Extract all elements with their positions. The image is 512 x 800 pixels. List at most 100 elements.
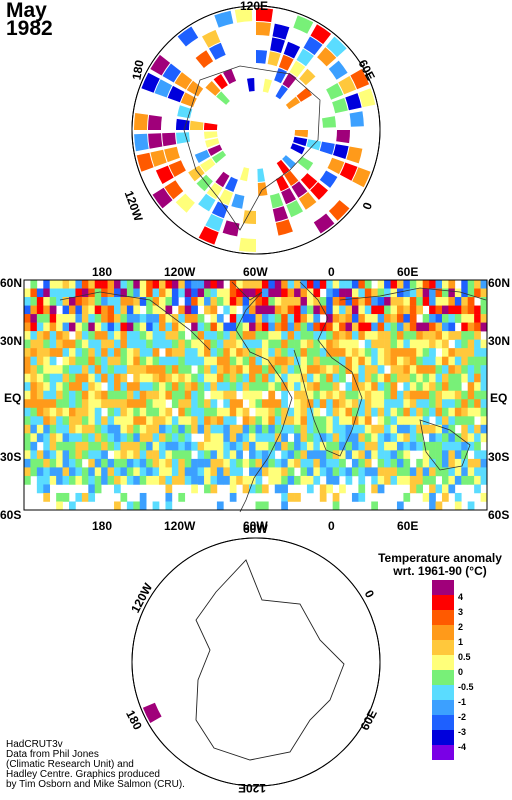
credits-line-2: Data from Phil Jones	[6, 749, 99, 760]
global-grid-cell	[306, 399, 314, 409]
global-grid-cell	[390, 475, 398, 485]
global-grid-cell	[49, 390, 57, 400]
global-grid-cell	[306, 441, 314, 451]
global-grid-cell	[300, 280, 308, 289]
global-grid-cell	[69, 399, 76, 409]
global-grid-cell	[339, 331, 346, 340]
global-grid-cell	[165, 288, 173, 298]
global-grid-cell	[326, 390, 333, 400]
global-grid-cell	[358, 433, 366, 443]
global-grid-cell	[133, 314, 141, 323]
global-grid-cell	[184, 280, 192, 289]
global-grid-cell	[236, 407, 243, 417]
global-grid-cell	[24, 407, 31, 417]
global-grid-cell	[345, 288, 353, 298]
global-grid-cell	[358, 382, 366, 392]
global-grid-cell	[274, 314, 282, 323]
global-grid-cell	[120, 356, 128, 366]
global-grid-cell	[133, 441, 141, 451]
global-grid-cell	[249, 297, 256, 306]
global-grid-cell	[422, 475, 430, 485]
global-grid-cell	[474, 407, 481, 417]
global-grid-cell	[416, 441, 423, 451]
global-grid-cell	[467, 390, 475, 400]
global-grid-cell	[88, 407, 96, 417]
north-polar-grid-cell	[206, 182, 223, 200]
global-grid-cell	[133, 297, 141, 306]
global-grid-cell	[351, 288, 359, 298]
global-grid-cell	[319, 424, 327, 434]
global-grid-cell	[268, 424, 276, 434]
global-bottom-label-120w: 120W	[164, 519, 196, 533]
global-grid-cell	[229, 339, 237, 349]
global-grid-cell	[358, 441, 366, 451]
global-grid-cell	[358, 467, 366, 477]
global-grid-cell	[332, 322, 340, 332]
global-grid-cell	[75, 348, 83, 357]
global-grid-cell	[396, 305, 404, 315]
global-grid-cell	[351, 467, 359, 477]
global-grid-cell	[461, 280, 469, 289]
global-grid-cell	[49, 416, 57, 426]
global-grid-cell	[242, 475, 250, 485]
global-grid-cell	[287, 416, 295, 426]
global-grid-cell	[474, 356, 481, 366]
global-grid-cell	[274, 288, 282, 298]
north-polar-grid-cell	[162, 63, 182, 83]
global-grid-cell	[94, 280, 102, 289]
global-grid-cell	[429, 297, 436, 306]
global-grid-cell	[81, 492, 89, 502]
legend-swatch	[432, 640, 454, 655]
global-grid-cell	[204, 305, 211, 315]
north-polar-grid-cell	[174, 72, 193, 90]
global-grid-cell	[229, 424, 237, 434]
global-grid-cell	[216, 348, 224, 357]
global-grid-cell	[454, 339, 462, 349]
global-grid-cell	[139, 458, 147, 468]
global-grid-cell	[81, 322, 89, 332]
global-grid-cell	[448, 407, 456, 417]
global-grid-cell	[474, 305, 481, 315]
global-grid-cell	[403, 492, 411, 502]
global-grid-cell	[345, 280, 353, 289]
north-polar-grid-cell	[317, 47, 337, 67]
global-grid-cell	[326, 305, 333, 315]
global-grid-cell	[107, 314, 115, 323]
global-grid-cell	[75, 492, 83, 502]
global-grid-cell	[467, 467, 475, 477]
global-grid-cell	[416, 467, 423, 477]
global-grid-cell	[339, 424, 346, 434]
global-grid-cell	[268, 407, 276, 417]
global-grid-cell	[107, 467, 115, 477]
global-grid-cell	[88, 288, 96, 298]
global-grid-cell	[364, 390, 372, 400]
global-grid-cell	[94, 382, 102, 392]
north-polar-grid-cell	[328, 200, 350, 221]
global-grid-cell	[62, 297, 70, 306]
global-grid-cell	[30, 433, 38, 443]
global-grid-cell	[261, 399, 269, 409]
global-grid-cell	[261, 339, 269, 349]
global-grid-cell	[114, 373, 121, 383]
global-grid-cell	[390, 424, 398, 434]
global-grid-cell	[152, 280, 160, 289]
global-grid-cell	[126, 365, 134, 375]
global-grid-cell	[159, 373, 166, 383]
global-grid-cell	[139, 467, 147, 477]
north-polar-grid-cell	[293, 15, 314, 34]
global-grid-cell	[255, 373, 263, 383]
global-grid-cell	[114, 331, 121, 340]
global-grid-cell	[377, 365, 385, 375]
global-grid-cell	[281, 356, 288, 366]
global-grid-cell	[94, 450, 102, 460]
global-grid-cell	[75, 314, 83, 323]
global-grid-cell	[416, 433, 423, 443]
global-grid-cell	[422, 339, 430, 349]
global-grid-cell	[114, 305, 121, 315]
north-polar-grid-cell	[141, 72, 160, 93]
north-polar-grid-cell	[296, 87, 312, 102]
global-grid-cell	[146, 407, 153, 417]
global-grid-cell	[441, 322, 449, 332]
global-grid-cell	[88, 390, 96, 400]
global-grid-cell	[332, 399, 340, 409]
